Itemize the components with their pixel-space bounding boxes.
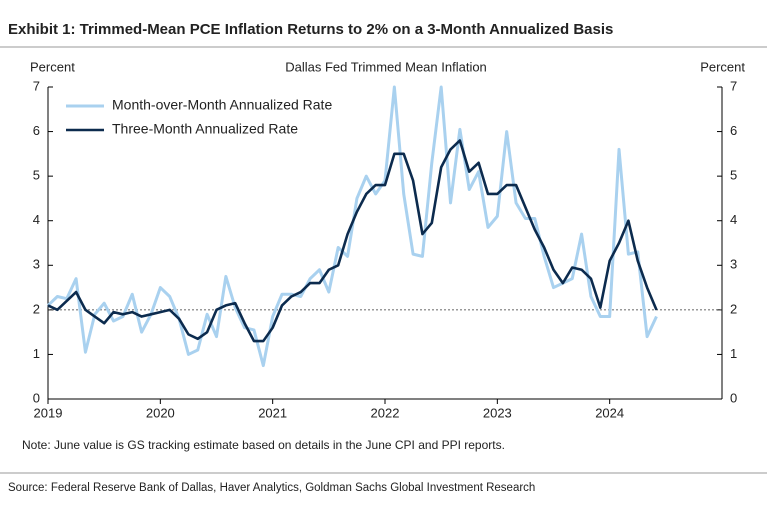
series-line <box>46 85 658 368</box>
y-axis-label: Percent <box>30 59 75 74</box>
x-tick-label: 2024 <box>595 405 624 420</box>
y2-tick-label: 7 <box>730 78 737 93</box>
y2-axis-label: Percent <box>700 59 745 74</box>
y2-tick-label: 0 <box>730 390 737 405</box>
y2-tick-label: 5 <box>730 168 737 183</box>
y2-tick-label: 4 <box>730 212 737 227</box>
y-tick-label: 5 <box>33 168 40 183</box>
y-tick-label: 4 <box>33 212 40 227</box>
y-tick-label: 1 <box>33 346 40 361</box>
source: Source: Federal Reserve Bank of Dallas, … <box>8 482 535 494</box>
legend-label: Month-over-Month Annualized Rate <box>112 97 332 113</box>
y-tick-label: 6 <box>33 123 40 138</box>
y-tick-label: 7 <box>33 78 40 93</box>
y-tick-label: 3 <box>33 257 40 272</box>
y2-tick-label: 3 <box>730 257 737 272</box>
y-tick-label: 2 <box>33 301 40 316</box>
x-tick-label: 2021 <box>258 405 287 420</box>
x-tick-label: 2022 <box>371 405 400 420</box>
y-tick-label: 0 <box>33 390 40 405</box>
series-line <box>47 139 658 343</box>
y2-tick-label: 2 <box>730 301 737 316</box>
legend-label: Three-Month Annualized Rate <box>112 121 298 137</box>
y2-tick-label: 6 <box>730 123 737 138</box>
x-tick-label: 2023 <box>483 405 512 420</box>
exhibit-title: Exhibit 1: Trimmed-Mean PCE Inflation Re… <box>8 21 613 38</box>
note: Note: June value is GS tracking estimate… <box>22 438 505 452</box>
x-tick-label: 2020 <box>146 405 175 420</box>
y2-tick-label: 1 <box>730 346 737 361</box>
chart-title: Dallas Fed Trimmed Mean Inflation <box>285 59 487 74</box>
x-tick-label: 2019 <box>34 405 63 420</box>
